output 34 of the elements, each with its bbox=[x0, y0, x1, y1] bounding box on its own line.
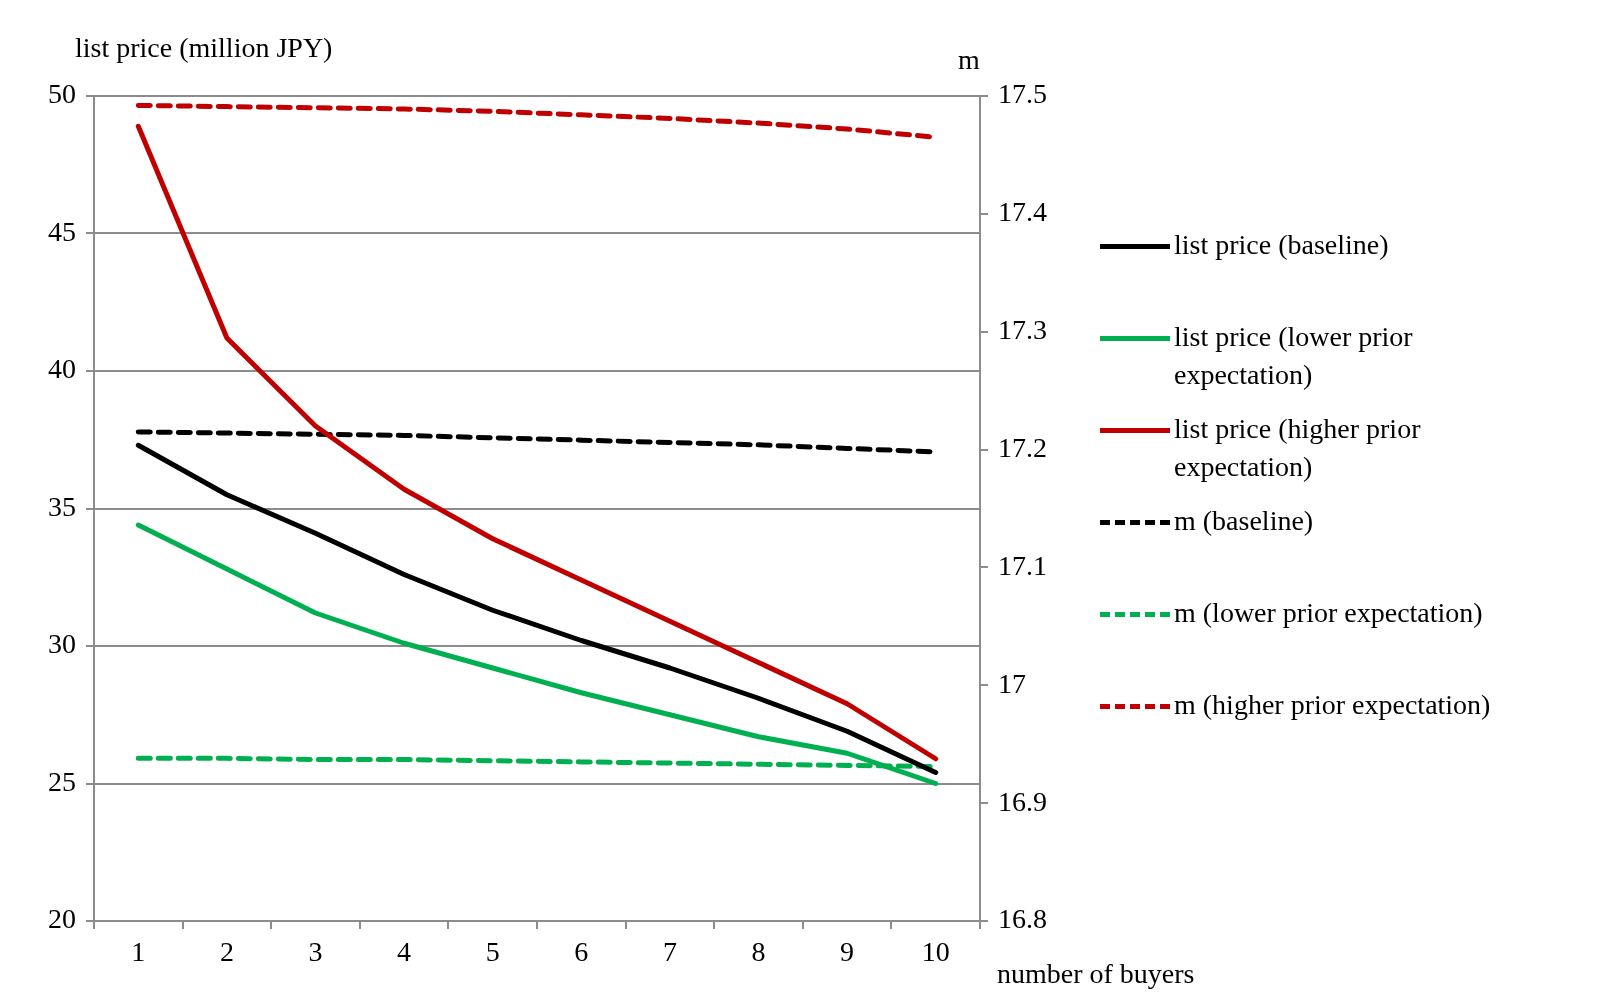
y2-tick-label: 17 bbox=[998, 667, 1026, 699]
y2-tick-label: 16.8 bbox=[998, 903, 1047, 935]
y-tick-label: 45 bbox=[48, 215, 76, 247]
x-tick-label: 5 bbox=[485, 936, 500, 968]
x-tick-label: 7 bbox=[662, 936, 677, 968]
x-tick-label: 8 bbox=[751, 936, 766, 968]
x-tick-label: 2 bbox=[219, 936, 234, 968]
x-tick-label: 10 bbox=[921, 936, 950, 968]
legend-label: list price (lower prior expectation) bbox=[1174, 320, 1414, 392]
x-tick-label: 3 bbox=[308, 936, 323, 968]
x-tick-label: 4 bbox=[397, 936, 412, 968]
legend-label: m (lower prior expectation) bbox=[1174, 596, 1483, 630]
y2-tick-label: 17.2 bbox=[998, 431, 1047, 463]
y-axis-title: list price (million JPY) bbox=[75, 32, 333, 64]
x-tick-label: 1 bbox=[131, 936, 146, 968]
y2-tick-label: 16.9 bbox=[998, 785, 1047, 817]
legend-label: m (higher prior expectation) bbox=[1174, 688, 1491, 722]
x-tick-label: 9 bbox=[840, 936, 855, 968]
y2-tick-label: 17.4 bbox=[998, 196, 1047, 228]
y-tick-label: 25 bbox=[48, 765, 76, 797]
y2-tick-label: 17.1 bbox=[998, 549, 1047, 581]
legend-label: list price (baseline) bbox=[1174, 228, 1389, 262]
y-tick-label: 35 bbox=[48, 490, 76, 522]
legend-label: list price (higher prior expectation) bbox=[1174, 412, 1422, 484]
x-tick-label: 6 bbox=[574, 936, 589, 968]
legend-label: m (baseline) bbox=[1174, 504, 1314, 538]
y-tick-label: 50 bbox=[48, 78, 76, 110]
y2-axis-title: m bbox=[958, 44, 980, 76]
y-tick-label: 30 bbox=[48, 628, 76, 660]
y-tick-label: 40 bbox=[48, 353, 76, 385]
y2-tick-label: 17.5 bbox=[998, 78, 1047, 110]
y2-tick-label: 17.3 bbox=[998, 314, 1047, 346]
x-axis-title: number of buyers bbox=[997, 958, 1195, 990]
y-tick-label: 20 bbox=[48, 903, 76, 935]
